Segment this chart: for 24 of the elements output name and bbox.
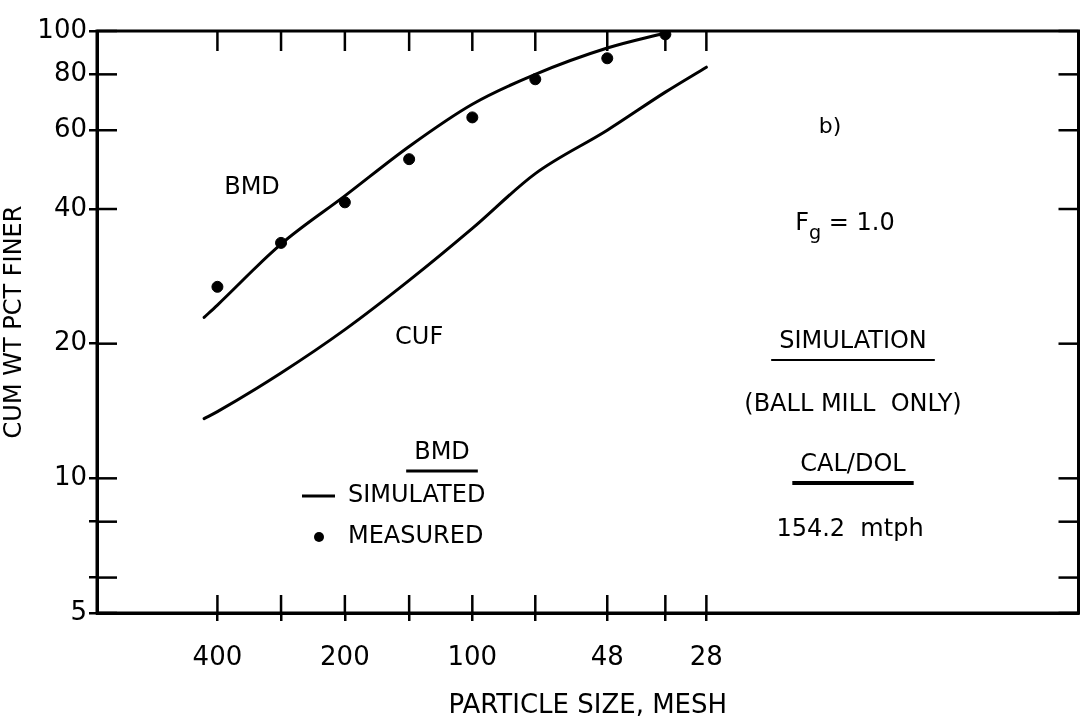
y-tick-label: 20 xyxy=(53,326,87,357)
annotation: CAL/DOL xyxy=(800,449,907,478)
y-tick-label: 60 xyxy=(53,112,87,143)
annotation: SIMULATION xyxy=(779,326,927,355)
x-tick-label: 400 xyxy=(192,641,243,672)
x-tick-label: 48 xyxy=(590,641,624,672)
y-tick-label: 10 xyxy=(53,461,87,492)
annotation: 154.2 mtph xyxy=(776,514,924,543)
y-tick-label: 5 xyxy=(70,595,87,626)
legend-label: MEASURED xyxy=(348,521,484,550)
y-tick-label: 80 xyxy=(53,57,87,88)
y-axis-title: CUM WT PCT FINER xyxy=(0,205,27,439)
y-tick-label: 40 xyxy=(53,191,87,222)
legend-title: BMD xyxy=(414,437,470,466)
series-label: CUF xyxy=(395,321,444,350)
x-axis-title: PARTICLE SIZE, MESH xyxy=(448,689,728,720)
annotation: (BALL MILL ONLY) xyxy=(744,389,962,418)
x-tick-label: 100 xyxy=(447,641,498,672)
annotation: b) xyxy=(818,112,842,138)
legend-label: SIMULATED xyxy=(348,480,486,509)
x-tick-label: 28 xyxy=(689,641,723,672)
y-tick-label: 100 xyxy=(37,13,87,44)
x-tick-label: 200 xyxy=(320,641,370,672)
annotation: BMD xyxy=(224,172,280,201)
